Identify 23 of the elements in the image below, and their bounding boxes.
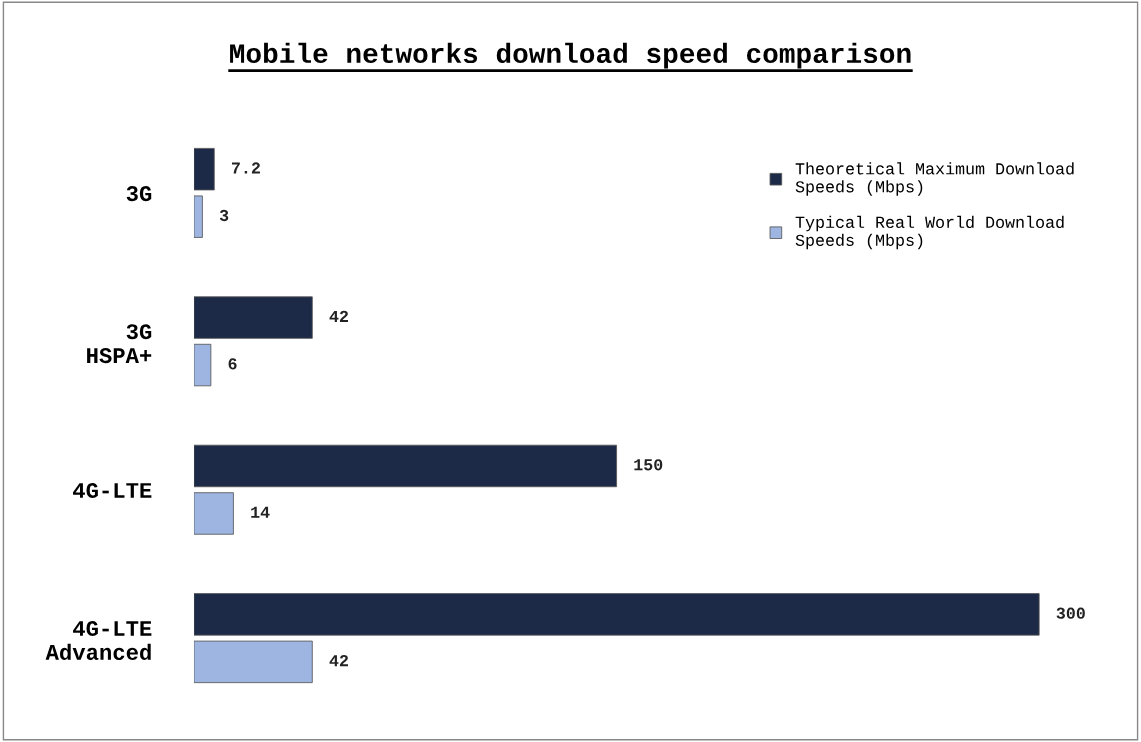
y-tick-label: 4G-LTE [73,482,152,498]
bar [193,640,313,684]
bar [193,593,1040,636]
data-label: 42 [329,655,348,667]
data-label: 150 [634,459,663,471]
data-label: 42 [329,310,348,322]
bar [193,147,215,191]
data-label: 14 [251,506,270,518]
y-tick-label: 3G [126,186,152,202]
bar [193,343,212,387]
data-label: 6 [228,358,237,370]
y-tick-label: 4G-LTE Advanced [45,620,152,660]
bar [193,444,617,488]
bar [193,296,313,339]
legend-label: Typical Real World Download Speeds (Mbps) [795,215,1064,250]
bar [193,492,234,535]
data-label: 3 [219,209,229,222]
bar [193,195,203,238]
data-label: 7.2 [231,162,260,174]
y-tick-label: 3G HSPA+ [87,324,152,364]
chart-title: Mobile networks download speed comparison [230,42,911,69]
data-label: 300 [1056,607,1085,619]
legend-label: Theoretical Maximum Download Speeds (Mbps) [795,162,1074,196]
